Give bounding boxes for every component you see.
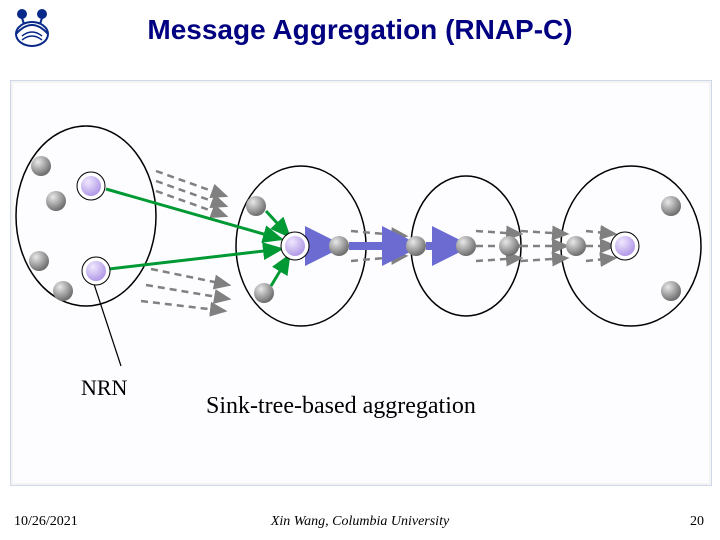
- nrn-label: NRN: [81, 375, 127, 401]
- node: [661, 196, 681, 216]
- node: [53, 281, 73, 301]
- green-arrow: [109, 249, 281, 269]
- dashed-arrow: [586, 231, 615, 234]
- green-arrow: [271, 256, 289, 286]
- node: [31, 156, 51, 176]
- dashed-arrow: [351, 256, 406, 261]
- node: [29, 251, 49, 271]
- node: [499, 236, 519, 256]
- dashed-arrow: [141, 301, 225, 311]
- node: [86, 261, 106, 281]
- node: [615, 236, 635, 256]
- node: [285, 236, 305, 256]
- caption: Sink-tree-based aggregation: [206, 393, 476, 420]
- node: [246, 196, 266, 216]
- node: [406, 236, 426, 256]
- dashed-arrow: [476, 231, 521, 234]
- dashed-arrow: [146, 285, 229, 299]
- nrn-callout-line: [93, 281, 121, 366]
- dashed-arrow: [586, 258, 615, 261]
- node: [46, 191, 66, 211]
- node: [456, 236, 476, 256]
- dashed-arrow: [151, 269, 229, 285]
- node: [254, 283, 274, 303]
- node: [81, 176, 101, 196]
- slide-title: Message Aggregation (RNAP-C): [0, 14, 720, 46]
- node: [329, 236, 349, 256]
- footer-page-number: 20: [690, 514, 704, 530]
- dashed-arrow: [521, 231, 567, 234]
- aggregation-diagram: [11, 81, 711, 391]
- dashed-arrow: [521, 258, 567, 261]
- dashed-arrow: [476, 258, 521, 261]
- node: [661, 281, 681, 301]
- green-arrow: [266, 211, 289, 236]
- slide: Message Aggregation (RNAP-C): [0, 0, 720, 540]
- node: [566, 236, 586, 256]
- content-frame: NRN Sink-tree-based aggregation: [10, 80, 712, 486]
- footer-author: Xin Wang, Columbia University: [0, 514, 720, 530]
- dashed-arrow: [351, 231, 406, 236]
